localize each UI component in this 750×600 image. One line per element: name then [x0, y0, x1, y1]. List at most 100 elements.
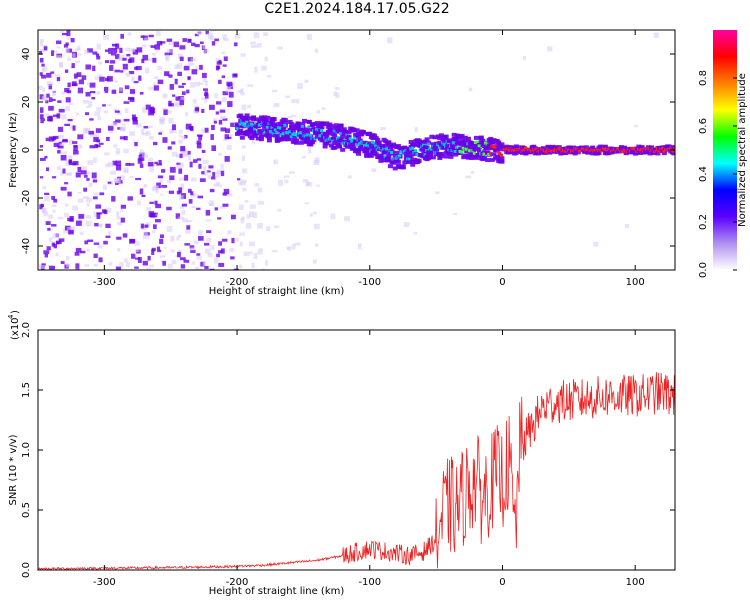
signal-cell	[464, 149, 470, 154]
noise-cell	[64, 47, 70, 53]
noise-cell	[39, 157, 46, 161]
noise-cell	[314, 48, 319, 54]
noise-cell	[46, 167, 50, 172]
noise-cell	[98, 257, 103, 263]
noise-cell	[98, 224, 103, 228]
noise-cell	[60, 170, 64, 176]
signal-cell	[273, 125, 279, 130]
signal-cell	[383, 149, 389, 154]
noise-cell	[39, 48, 46, 53]
noise-cell	[203, 49, 209, 53]
noise-cell	[118, 57, 122, 61]
signal-core	[581, 147, 585, 151]
noise-cell	[226, 193, 233, 197]
noise-cell	[124, 85, 130, 90]
noise-cell	[61, 91, 66, 95]
signal-core	[269, 130, 273, 134]
noise-cell	[98, 142, 104, 145]
noise-cell	[144, 224, 149, 228]
noise-cell	[178, 194, 184, 200]
noise-cell	[288, 171, 295, 174]
noise-cell	[97, 116, 102, 121]
noise-cell	[243, 251, 250, 257]
signal-core	[526, 147, 530, 151]
signal-cell	[450, 145, 456, 150]
noise-cell	[202, 77, 207, 83]
signal-core	[577, 149, 581, 153]
noise-cell	[230, 256, 235, 260]
noise-cell	[67, 82, 71, 88]
noise-cell	[130, 48, 136, 52]
signal-cell	[297, 125, 303, 130]
signal-core	[566, 148, 570, 152]
noise-cell	[138, 75, 142, 81]
noise-cell	[73, 73, 78, 79]
noise-cell	[188, 61, 192, 67]
signal-core	[409, 147, 413, 151]
snr-frame	[37, 329, 676, 571]
noise-cell	[222, 203, 229, 207]
noise-cell	[196, 256, 202, 260]
noise-cell	[143, 231, 148, 236]
noise-cell	[57, 126, 64, 132]
noise-cell	[133, 81, 139, 84]
signal-cell	[424, 137, 430, 142]
signal-cell	[325, 124, 331, 129]
noise-cell	[208, 200, 215, 206]
noise-cell	[83, 187, 88, 192]
noise-cell	[149, 107, 156, 114]
noise-cell	[86, 203, 90, 207]
noise-cell	[50, 71, 55, 74]
noise-cell	[148, 264, 155, 268]
signal-cell	[395, 144, 401, 149]
noise-cell	[214, 207, 218, 211]
signal-core	[286, 131, 290, 135]
noise-cell	[230, 122, 236, 127]
noise-cell	[155, 50, 159, 53]
signal-cell	[386, 153, 392, 158]
noise-cell	[148, 34, 154, 38]
signal-core	[668, 147, 672, 151]
noise-cell	[181, 82, 186, 85]
noise-cell	[171, 124, 177, 131]
noise-cell	[190, 58, 197, 62]
noise-cell	[61, 114, 67, 120]
signal-cell	[499, 142, 505, 147]
noise-cell	[141, 132, 148, 136]
noise-cell	[71, 81, 77, 87]
noise-cell	[39, 38, 45, 43]
signal-cell	[356, 148, 362, 153]
noise-cell	[206, 170, 211, 173]
signal-cell	[448, 151, 454, 156]
signal-cell	[383, 144, 389, 149]
noise-cell	[152, 82, 157, 86]
noise-cell	[171, 151, 178, 157]
noise-cell	[82, 99, 89, 104]
noise-cell	[154, 44, 160, 50]
noise-cell	[129, 89, 136, 94]
noise-cell	[347, 175, 352, 179]
noise-cell	[198, 163, 202, 169]
signal-cell	[329, 143, 335, 148]
signal-core	[496, 150, 500, 154]
signal-cell	[666, 144, 672, 149]
noise-cell	[183, 65, 190, 71]
page-title: C2E1.2024.184.17.05.G22	[264, 1, 450, 17]
noise-cell	[291, 98, 296, 103]
signal-core	[280, 133, 284, 137]
signal-core	[442, 142, 446, 146]
noise-cell	[171, 259, 177, 265]
signal-core	[283, 123, 287, 127]
noise-cell	[191, 261, 196, 265]
signal-cell	[639, 145, 645, 150]
noise-cell	[88, 130, 95, 135]
signal-cell	[416, 159, 422, 164]
noise-cell	[204, 91, 209, 94]
signal-core	[237, 127, 241, 131]
noise-cell	[65, 42, 69, 46]
noise-cell	[39, 111, 43, 115]
noise-cell	[115, 177, 121, 184]
noise-cell	[57, 216, 64, 220]
signal-core	[276, 126, 280, 130]
noise-cell	[277, 46, 283, 50]
